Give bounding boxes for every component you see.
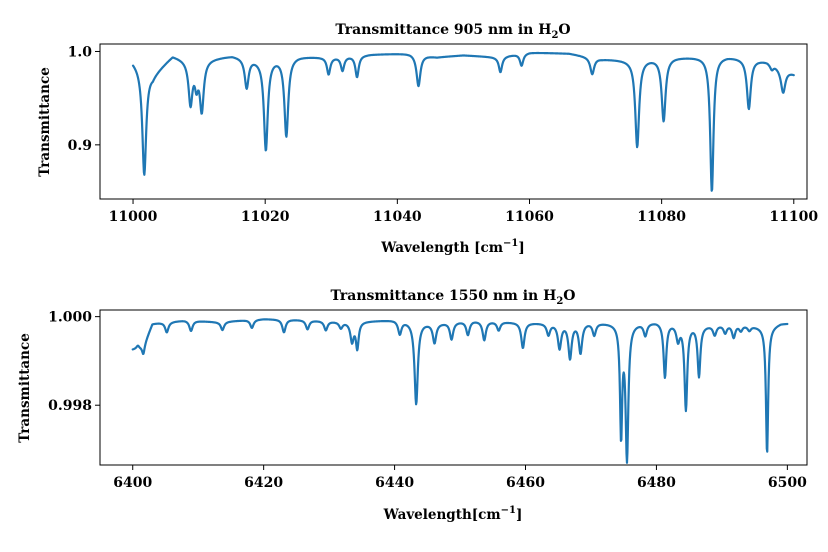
x-tick-label: 6440 (375, 475, 414, 491)
y-tick-label: 1.000 (48, 310, 92, 326)
x-axis-ticks: 6400 6420 6440 6460 6480 6500 (113, 465, 807, 491)
x-tick-label: 6500 (768, 475, 807, 491)
plot-area (99, 43, 808, 200)
chart-title: Transmittance 905 nm in H2O (335, 22, 570, 41)
chart-panel-1550nm: Transmittance 1550 nm in H2O 6400 6420 644… (17, 288, 808, 523)
x-tick-label: 6460 (506, 475, 545, 491)
y-axis-label: Transmittance (37, 67, 53, 177)
x-tick-label: 11060 (505, 209, 554, 225)
x-tick-label: 6420 (244, 475, 283, 491)
x-tick-label: 11100 (769, 209, 818, 225)
y-axis-ticks: 0.998 1.000 (48, 310, 100, 414)
axes-frame (99, 309, 808, 466)
chart-title: Transmittance 1550 nm in H2O (330, 288, 575, 307)
x-tick-label: 6480 (637, 475, 676, 491)
x-axis-label: Wavelength [cm−1] (380, 238, 525, 256)
transmittance-line (131, 51, 795, 192)
transmittance-line (131, 318, 789, 464)
x-axis-ticks: 11000 11020 11040 11060 11080 11100 (109, 199, 818, 225)
axes-frame (99, 43, 808, 200)
y-axis-ticks: 0.9 1.0 (68, 44, 100, 154)
x-tick-label: 6400 (113, 475, 152, 491)
x-tick-label: 11080 (637, 209, 686, 225)
y-axis-label: Transmittance (17, 333, 33, 443)
x-tick-label: 11020 (241, 209, 290, 225)
plot-area (99, 309, 808, 466)
x-tick-label: 11040 (373, 209, 422, 225)
chart-panel-905nm: Transmittance 905 nm in H2O 11000 11020 11… (37, 22, 818, 256)
y-tick-label: 0.998 (48, 398, 92, 414)
x-axis-label: Wavelength[cm−1] (383, 505, 523, 523)
x-tick-label: 11000 (109, 209, 158, 225)
y-tick-label: 1.0 (68, 44, 93, 60)
y-tick-label: 0.9 (68, 138, 92, 154)
